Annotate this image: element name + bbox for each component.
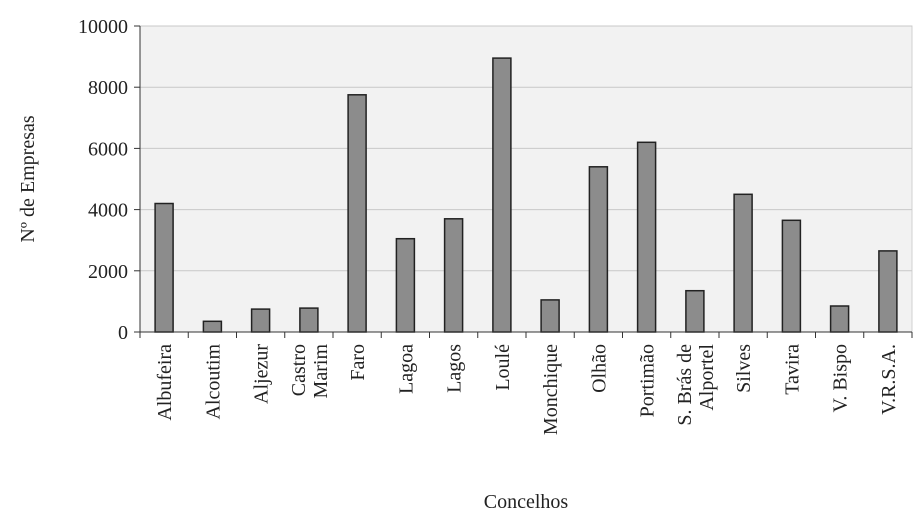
x-tick-label: Faro	[347, 344, 369, 381]
x-tick-label: Monchique	[540, 344, 562, 435]
x-tick-label: Loulé	[492, 344, 514, 391]
x-tick-label: V. Bispo	[830, 344, 852, 413]
axes	[134, 25, 913, 338]
x-tick-label: Marim	[310, 344, 332, 399]
bar-lagos	[443, 218, 464, 333]
x-axis-title: Concelhos	[484, 491, 569, 513]
bar-lagoa	[395, 237, 416, 333]
x-tick-label: Castro	[288, 344, 310, 396]
y-tick-label: 4000	[88, 200, 128, 222]
x-tick-label: Alportel	[696, 344, 718, 411]
y-tick-label: 8000	[88, 77, 128, 99]
bar-castro-marim	[299, 307, 319, 333]
y-tick-labels: 0 2000 4000 6000 8000 10000	[78, 16, 128, 344]
bar-monchique	[540, 299, 560, 333]
bar-faro	[347, 94, 367, 333]
x-tick-label: Silves	[733, 344, 755, 393]
y-tick-label: 2000	[88, 261, 128, 283]
bar-silves	[733, 193, 753, 333]
y-tick-label: 0	[118, 322, 128, 344]
x-tick-label: Portimão	[637, 344, 659, 417]
bar-loul-	[492, 57, 512, 333]
bar-v-r-s-a-	[878, 250, 898, 333]
y-axis-title: Nº de Empresas	[17, 115, 39, 242]
x-tick-label: V.R.S.A.	[878, 344, 900, 415]
x-tick-label: Alcoutim	[202, 344, 224, 420]
bar-portim-o	[636, 141, 657, 333]
bar-s-br-s-de-alportel	[685, 289, 705, 333]
bar-tavira	[781, 219, 802, 333]
x-tick-label: Lagoa	[395, 344, 417, 394]
x-tick-label: Tavira	[781, 344, 803, 395]
x-tick-label: Lagos	[444, 344, 466, 393]
bar-olh-o	[588, 166, 609, 333]
y-tick-label: 10000	[78, 16, 128, 38]
x-tick-label: Albufeira	[154, 344, 176, 421]
x-tick-label: S. Brás de	[674, 344, 696, 426]
bar-alcoutim	[202, 320, 223, 333]
bar-albufeira	[154, 202, 174, 333]
bar-aljezur	[250, 308, 271, 333]
x-tick-label: Olhão	[588, 344, 610, 393]
bar-v-bispo	[829, 305, 850, 333]
y-tick-label: 6000	[88, 138, 128, 160]
x-tick-labels: Albufeira Alcoutim Aljezur Castro Marim Faro L…	[154, 344, 900, 436]
x-tick-label: Aljezur	[251, 344, 273, 404]
